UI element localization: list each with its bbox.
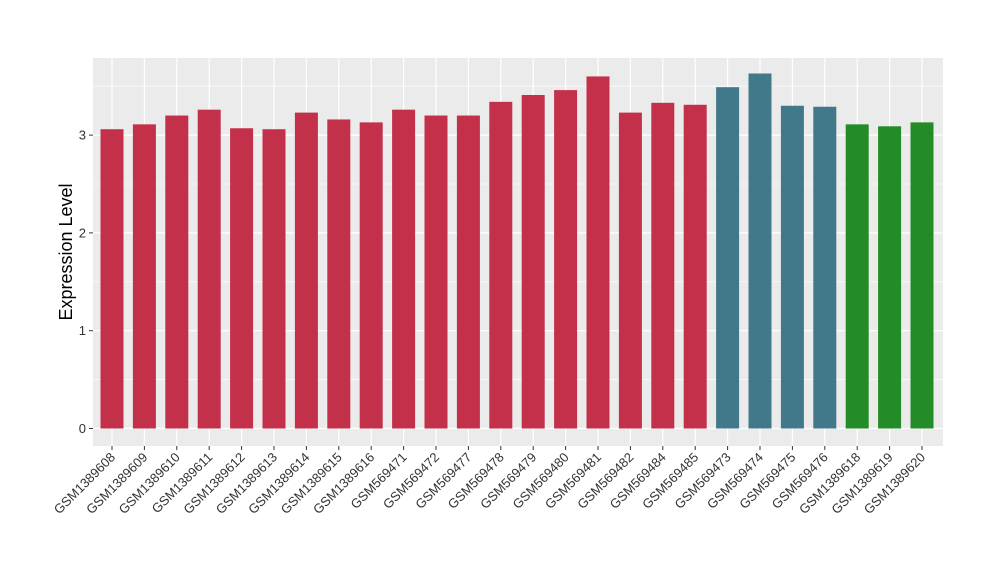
y-tick-label: 0 bbox=[79, 421, 86, 436]
y-tick-label: 2 bbox=[79, 225, 86, 240]
bar-GSM569480 bbox=[554, 90, 578, 429]
y-axis-title: Expression Level bbox=[56, 183, 76, 320]
bar-GSM569481 bbox=[586, 76, 610, 429]
bar-GSM569474 bbox=[748, 73, 772, 429]
bar-GSM1389610 bbox=[165, 115, 189, 429]
bar-GSM569472 bbox=[424, 115, 448, 429]
bar-GSM569484 bbox=[651, 102, 675, 429]
bars bbox=[100, 73, 934, 429]
y-tick-label: 1 bbox=[79, 323, 86, 338]
bar-GSM569485 bbox=[683, 104, 707, 429]
bar-GSM1389620 bbox=[910, 122, 934, 429]
bar-GSM1389619 bbox=[878, 126, 902, 429]
bar-GSM1389616 bbox=[359, 122, 383, 429]
bar-GSM569479 bbox=[521, 95, 545, 429]
bar-GSM1389609 bbox=[132, 124, 156, 429]
y-axis: 0 1 2 3 bbox=[79, 128, 93, 436]
bar-GSM569473 bbox=[716, 87, 740, 429]
bar-GSM1389613 bbox=[262, 129, 286, 429]
bar-GSM1389608 bbox=[100, 129, 124, 429]
bar-GSM1389612 bbox=[230, 128, 254, 429]
bar-GSM569471 bbox=[392, 109, 416, 429]
x-axis: GSM1389608GSM1389609GSM1389610GSM1389611… bbox=[51, 446, 928, 517]
bar-GSM569478 bbox=[489, 101, 513, 429]
bar-GSM1389615 bbox=[327, 119, 351, 429]
bar-GSM569475 bbox=[780, 105, 804, 429]
bar-GSM1389614 bbox=[294, 112, 318, 429]
bar-GSM569476 bbox=[813, 106, 837, 429]
bar-GSM1389611 bbox=[197, 109, 221, 429]
bar-GSM569482 bbox=[618, 112, 642, 429]
bar-GSM1389618 bbox=[845, 124, 869, 429]
bar-GSM569477 bbox=[456, 115, 480, 429]
y-tick-label: 3 bbox=[79, 128, 86, 143]
